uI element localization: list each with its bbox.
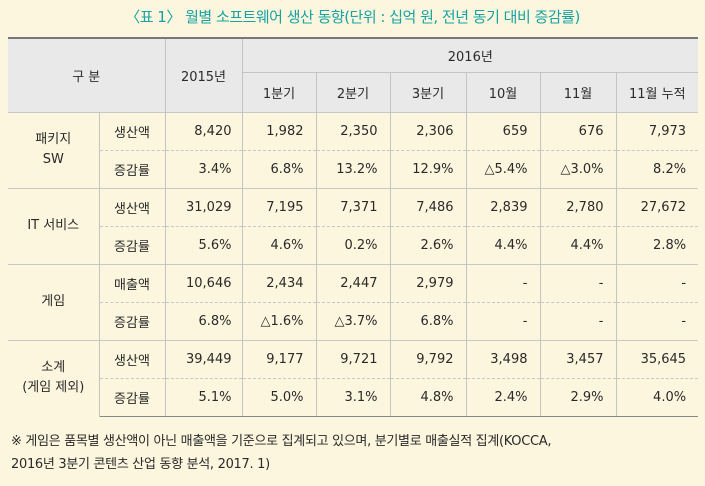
value-cell: - xyxy=(616,301,699,340)
value-cell: △1.6% xyxy=(242,301,317,340)
value-cell: - xyxy=(466,263,541,302)
value-cell: 3,498 xyxy=(466,339,541,378)
value-cell: 8,420 xyxy=(165,111,243,150)
header-q1: 1분기 xyxy=(242,72,317,112)
table-row: 소계 (게임 제외) 생산액 39,449 9,177 9,721 9,792 … xyxy=(8,339,699,416)
category-cell: 게임 xyxy=(8,263,100,340)
value-cell: 2.4% xyxy=(466,377,541,417)
value-cell: 35,645 xyxy=(616,339,699,378)
table-row: 증감률 5.1% 5.0% 3.1% 4.8% 2.4% 2.9% 4.0% xyxy=(8,377,699,417)
value-cell: 9,792 xyxy=(390,339,467,378)
value-cell: 27,672 xyxy=(616,187,699,226)
metric-label: 매출액 xyxy=(99,263,166,302)
value-cell: 659 xyxy=(466,111,541,150)
value-cell: 676 xyxy=(540,111,617,150)
value-cell: 5.1% xyxy=(165,377,243,417)
value-cell: 2.9% xyxy=(540,377,617,417)
production-table-container: 구 분 2015년 2016년 1분기 2분기 3분기 10월 11월 11월 … xyxy=(8,37,699,417)
header-2016: 2016년 xyxy=(242,38,699,73)
category-label: 소계 xyxy=(41,360,66,376)
value-cell: 4.6% xyxy=(242,225,317,264)
value-cell: 31,029 xyxy=(165,187,243,226)
value-cell: 6.8% xyxy=(390,301,467,340)
value-cell: 3.1% xyxy=(316,377,391,417)
value-cell: 2,306 xyxy=(390,111,467,150)
metric-label: 증감률 xyxy=(99,149,166,188)
header-q3: 3분기 xyxy=(390,72,467,112)
table-row: 증감률 5.6% 4.6% 0.2% 2.6% 4.4% 4.4% 2.8% xyxy=(8,225,699,264)
header-nov-cumulative: 11월 누적 xyxy=(616,72,699,112)
value-cell: - xyxy=(540,263,617,302)
value-cell: 2.6% xyxy=(390,225,467,264)
value-cell: 4.0% xyxy=(616,377,699,417)
value-cell: 7,486 xyxy=(390,187,467,226)
value-cell: 4.4% xyxy=(540,225,617,264)
header-q2: 2분기 xyxy=(316,72,391,112)
header-oct: 10월 xyxy=(466,72,541,112)
table-row: 증감률 3.4% 6.8% 13.2% 12.9% △5.4% △3.0% 8.… xyxy=(8,149,699,188)
value-cell: 2,839 xyxy=(466,187,541,226)
value-cell: 2,780 xyxy=(540,187,617,226)
category-label: SW xyxy=(42,152,64,167)
footnote-line: ※ 게임은 품목별 생산액이 아닌 매출액을 기준으로 집계되고 있으며, 분기… xyxy=(11,434,552,449)
value-cell: 39,449 xyxy=(165,339,243,378)
category-cell: 소계 (게임 제외) xyxy=(8,339,100,416)
metric-label: 증감률 xyxy=(99,225,166,264)
category-cell: 패키지 SW xyxy=(8,111,100,188)
value-cell: 1,982 xyxy=(242,111,317,150)
table-title: 〈표 1〉 월별 소프트웨어 생산 동향(단위 : 십억 원, 전년 동기 대비… xyxy=(125,8,580,26)
value-cell: 2,434 xyxy=(242,263,317,302)
value-cell: - xyxy=(540,301,617,340)
value-cell: 7,371 xyxy=(316,187,391,226)
header-gubun: 구 분 xyxy=(8,38,166,112)
header-2015: 2015년 xyxy=(165,38,243,112)
metric-label: 생산액 xyxy=(99,111,166,150)
category-label: (게임 제외) xyxy=(22,380,85,396)
value-cell: 6.8% xyxy=(165,301,243,340)
metric-label: 증감률 xyxy=(99,377,166,417)
value-cell: 5.0% xyxy=(242,377,317,417)
value-cell: 2,979 xyxy=(390,263,467,302)
value-cell: 0.2% xyxy=(316,225,391,264)
value-cell: 9,721 xyxy=(316,339,391,378)
value-cell: 7,973 xyxy=(616,111,699,150)
value-cell: 9,177 xyxy=(242,339,317,378)
category-label: 패키지 xyxy=(35,132,72,147)
value-cell: △3.0% xyxy=(540,149,617,188)
footnote: ※ 게임은 품목별 생산액이 아닌 매출액을 기준으로 집계되고 있으며, 분기… xyxy=(11,430,701,476)
table-row: IT 서비스 생산액 31,029 7,195 7,371 7,486 2,83… xyxy=(8,187,699,264)
value-cell: - xyxy=(616,263,699,302)
metric-label: 생산액 xyxy=(99,339,166,378)
category-label: IT 서비스 xyxy=(27,218,80,233)
value-cell: 6.8% xyxy=(242,149,317,188)
production-table: 구 분 2015년 2016년 1분기 2분기 3분기 10월 11월 11월 … xyxy=(8,37,699,417)
metric-label: 증감률 xyxy=(99,301,166,340)
value-cell: 2,447 xyxy=(316,263,391,302)
value-cell: 10,646 xyxy=(165,263,243,302)
category-label: 게임 xyxy=(41,294,66,309)
value-cell: - xyxy=(466,301,541,340)
value-cell: 2.8% xyxy=(616,225,699,264)
value-cell: 3.4% xyxy=(165,149,243,188)
value-cell: △3.7% xyxy=(316,301,391,340)
category-cell: IT 서비스 xyxy=(8,187,100,264)
value-cell: 8.2% xyxy=(616,149,699,188)
value-cell: 3,457 xyxy=(540,339,617,378)
table-row: 게임 매출액 10,646 2,434 2,447 2,979 - - - xyxy=(8,263,699,340)
table-row: 패키지 SW 생산액 8,420 1,982 2,350 2,306 659 6… xyxy=(8,111,699,188)
value-cell: 12.9% xyxy=(390,149,467,188)
value-cell: △5.4% xyxy=(466,149,541,188)
value-cell: 4.4% xyxy=(466,225,541,264)
value-cell: 5.6% xyxy=(165,225,243,264)
value-cell: 2,350 xyxy=(316,111,391,150)
header-nov: 11월 xyxy=(540,72,617,112)
table-row: 증감률 6.8% △1.6% △3.7% 6.8% - - - xyxy=(8,301,699,340)
value-cell: 7,195 xyxy=(242,187,317,226)
value-cell: 4.8% xyxy=(390,377,467,417)
metric-label: 생산액 xyxy=(99,187,166,226)
footnote-line: 2016년 3분기 콘텐츠 산업 동향 분석, 2017. 1) xyxy=(11,457,270,472)
value-cell: 13.2% xyxy=(316,149,391,188)
